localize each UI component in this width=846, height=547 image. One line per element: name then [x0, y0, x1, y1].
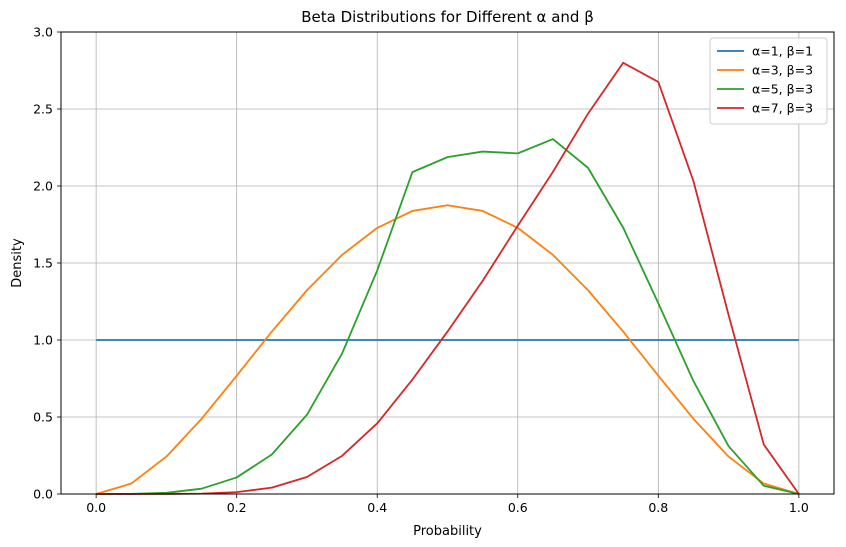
x-tick-label: 0.0 — [86, 500, 106, 515]
series-line-2 — [95, 204, 800, 495]
series-lines — [95, 61, 800, 495]
x-tick-label: 0.4 — [367, 500, 387, 515]
legend-label: α=3, β=3 — [752, 63, 813, 78]
legend-box — [709, 37, 828, 125]
y-tick-label: 3.0 — [33, 25, 53, 40]
series-line-4 — [96, 61, 800, 495]
y-tick-label: 1.5 — [33, 256, 53, 271]
chart-title: Beta Distributions for Different α and β — [301, 8, 594, 26]
legend-label: α=7, β=3 — [752, 101, 813, 116]
y-axis-title: Density — [10, 238, 25, 288]
x-tick-label: 0.8 — [648, 500, 668, 515]
y-tick-label: 1.0 — [33, 333, 53, 348]
x-tick-label: 1.0 — [789, 500, 809, 515]
y-tick-label: 0.5 — [33, 410, 53, 425]
legend: α=1, β=1 α=3, β=3 α=5, β=3 α=7, β=3 — [709, 37, 828, 125]
y-tick-label: 2.0 — [33, 179, 53, 194]
legend-label: α=1, β=1 — [752, 44, 813, 59]
axis-ticks: 0.0 0.2 0.4 0.6 0.8 1.0 0.0 0.5 1.0 1.5 2.0 2.5 3.0 — [33, 25, 809, 516]
x-tick-label: 0.2 — [227, 500, 247, 515]
y-tick-label: 2.5 — [33, 102, 53, 117]
legend-label: α=5, β=3 — [752, 82, 813, 97]
series-line-3 — [96, 138, 800, 495]
x-tick-label: 0.6 — [508, 500, 528, 515]
y-tick-label: 0.0 — [33, 487, 53, 502]
x-axis-title: Probability — [413, 524, 482, 539]
